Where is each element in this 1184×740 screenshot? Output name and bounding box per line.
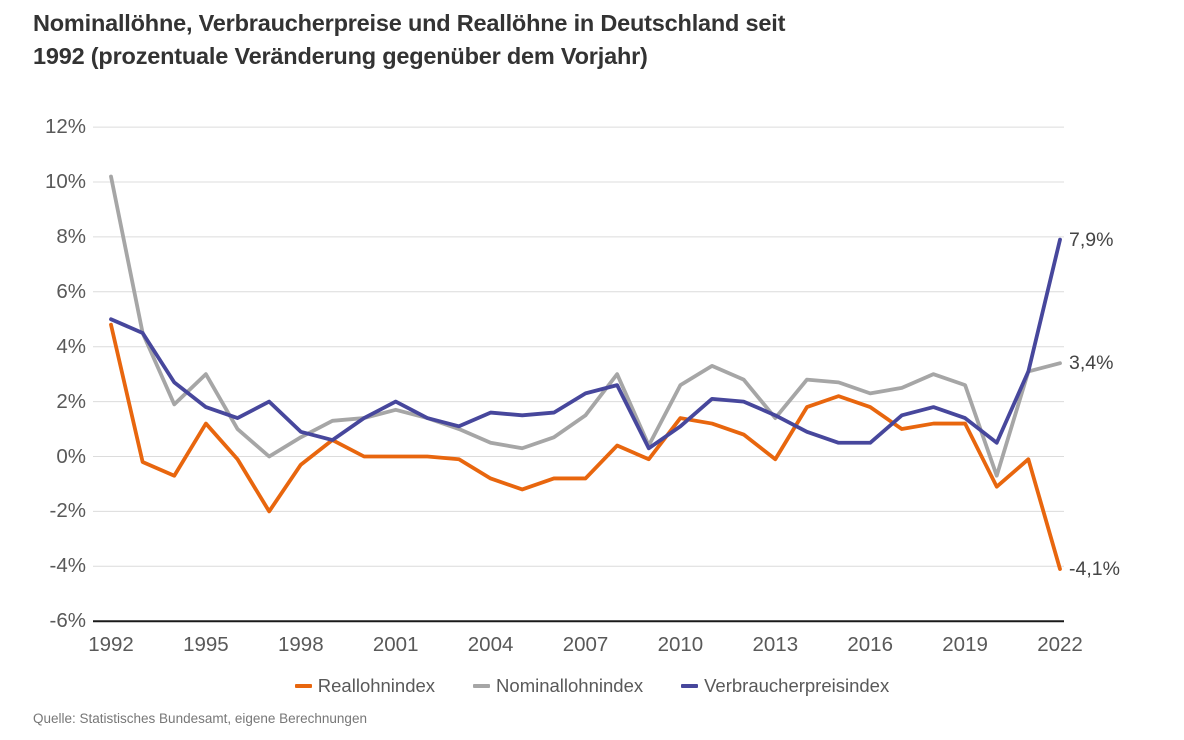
x-axis-tick-label: 1995 — [183, 633, 229, 656]
x-axis-tick-label: 1998 — [277, 633, 324, 656]
legend-label: Reallohnindex — [317, 675, 436, 696]
y-axis-tick-label: 12% — [44, 115, 86, 139]
end-label-verbraucherpreisindex: 7,9% — [1069, 228, 1114, 251]
end-label-reallohnindex: -4,1% — [1069, 558, 1120, 581]
legend-swatch-icon — [681, 684, 699, 688]
y-axis-tick-label: -4% — [49, 554, 86, 578]
legend-swatch-icon — [294, 684, 312, 688]
x-axis-tick-label: 2016 — [847, 633, 893, 656]
legend-label: Nominallohnindex — [496, 675, 644, 696]
source-note: Quelle: Statistisches Bundesamt, eigene … — [33, 711, 367, 726]
y-axis-tick-label: 10% — [44, 170, 86, 193]
chart-title-line2: 1992 (prozentuale Veränderung gegenüber … — [33, 43, 648, 69]
series-line-verbraucherpreisindex — [109, 237, 1062, 451]
series-line-nominallohnindex — [109, 174, 1062, 478]
x-axis-tick-label: 2013 — [752, 633, 799, 656]
x-axis-tick-label: 2010 — [657, 633, 704, 656]
y-axis-tick-label: 2% — [56, 389, 86, 413]
chart-title-line1: Nominallöhne, Verbraucherpreise und Real… — [33, 10, 786, 36]
x-axis-tick-label: 2007 — [562, 633, 609, 656]
legend-item-reallohnindex: Reallohnindex — [294, 675, 436, 697]
x-axis-tick-label: 2001 — [372, 633, 419, 656]
x-axis-tick-label: 2004 — [467, 633, 514, 656]
y-axis-tick-label: 8% — [56, 224, 86, 248]
end-label-nominallohnindex: 3,4% — [1069, 352, 1114, 375]
x-axis-tick-label: 2022 — [1037, 633, 1083, 656]
y-axis-tick-label: -6% — [49, 609, 86, 633]
legend-swatch-icon — [473, 684, 491, 688]
legend-label: Verbraucherpreisindex — [704, 675, 890, 696]
x-axis-tick-label: 1992 — [88, 633, 134, 656]
y-axis-tick-label: 6% — [56, 279, 86, 303]
chart-legend: Reallohnindex Nominallohnindex Verbraucher… — [0, 673, 1184, 699]
series-line-reallohnindex — [109, 322, 1062, 571]
chart-title: Nominallöhne, Verbraucherpreise und Real… — [33, 7, 785, 73]
y-axis-tick-label: -2% — [49, 499, 86, 523]
y-axis-tick-label: 0% — [56, 444, 86, 468]
y-axis-tick-label: 4% — [56, 334, 86, 358]
x-axis-tick-label: 2019 — [942, 633, 988, 656]
legend-item-nominallohnindex: Nominallohnindex — [473, 675, 643, 697]
legend-item-verbraucherpreisindex: Verbraucherpreisindex — [681, 675, 889, 697]
